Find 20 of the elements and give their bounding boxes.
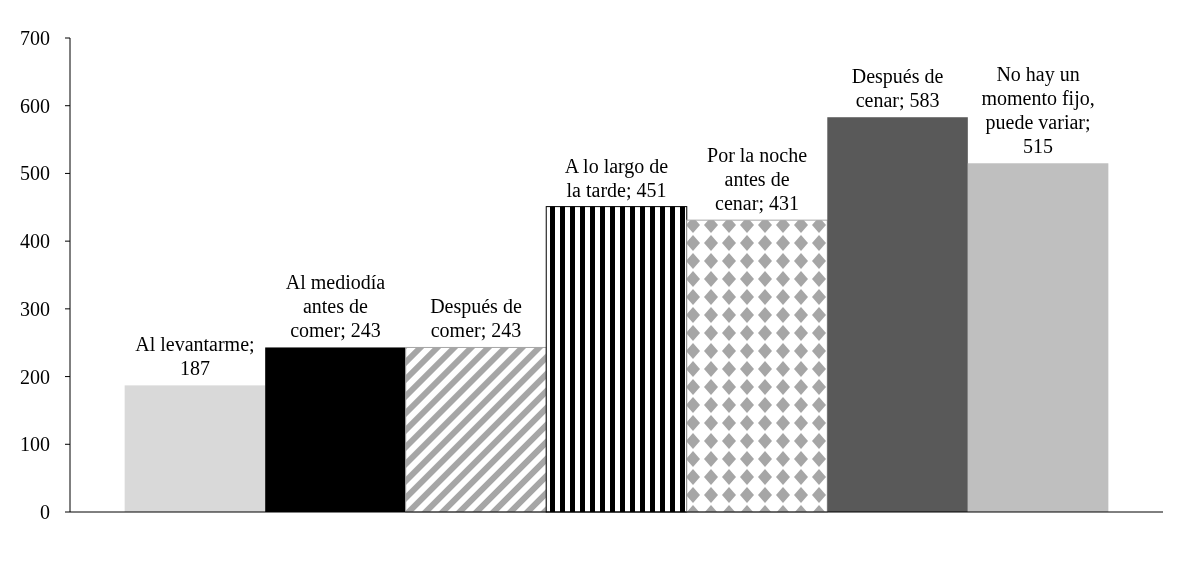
bar <box>967 163 1109 512</box>
data-label: Después de comer; 243 <box>430 295 522 342</box>
y-tick-label: 400 <box>20 230 50 253</box>
data-label: No hay un momento fijo, puede variar; 515 <box>981 63 1095 158</box>
bar <box>686 219 828 513</box>
y-tick-label: 700 <box>20 27 50 49</box>
data-label: Al mediodía antes de comer; 243 <box>285 271 386 342</box>
y-tick-label: 0 <box>40 501 50 523</box>
y-tick-label: 500 <box>20 162 50 185</box>
y-tick-label: 600 <box>20 94 50 117</box>
y-tick-label: 100 <box>20 433 50 456</box>
data-label: A lo largo de la tarde; 451 <box>564 154 669 201</box>
bar <box>405 346 547 513</box>
bar <box>124 385 266 512</box>
data-label: Después de cenar; 583 <box>851 65 944 112</box>
bar <box>827 117 968 512</box>
y-tick-label: 300 <box>20 297 50 320</box>
data-label: Por la noche antes de cenar; 431 <box>707 144 808 215</box>
y-tick-label: 200 <box>20 365 50 388</box>
data-label: Al levantarme; 187 <box>135 333 255 380</box>
